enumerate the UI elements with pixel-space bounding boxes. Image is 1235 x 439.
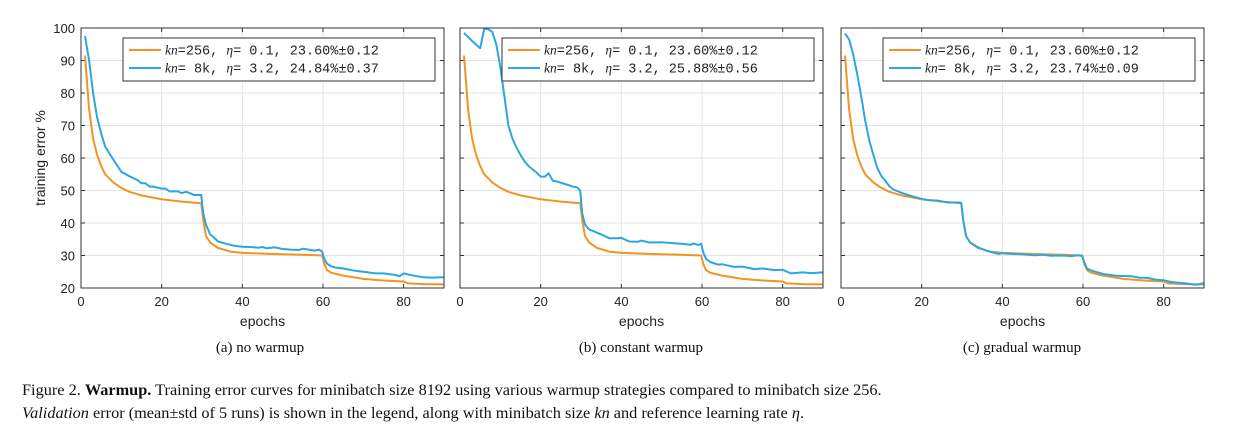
series-line-kn256 <box>463 55 824 286</box>
y-tick-label: 30 <box>61 249 75 264</box>
x-tick-label: 60 <box>695 294 709 309</box>
series-line-kn8k <box>84 35 445 279</box>
legend-label: kn=256, η= 0.1, 23.60%±0.12 <box>925 43 1139 60</box>
x-tick-label: 80 <box>775 294 789 309</box>
x-tick-label: 60 <box>316 294 330 309</box>
legend-eta: η <box>986 61 993 76</box>
chart-panel-b: 0 20 40 60 80 epochs kn=256, η= 0.1, 23.60%±0.… <box>456 27 824 329</box>
x-tick-label: 60 <box>1076 294 1090 309</box>
y-tick-label: 50 <box>61 184 75 199</box>
legend-box <box>501 37 815 82</box>
caption-title: Warmup. <box>84 380 152 399</box>
x-tick-label: 20 <box>533 294 547 309</box>
caption-kn: kn <box>594 403 610 422</box>
x-tick-label: 80 <box>1156 294 1170 309</box>
legend-eta: η <box>226 43 233 58</box>
legend-entry: kn=256, η= 0.1, 23.60%±0.12 <box>889 43 1139 60</box>
y-tick-label: 100 <box>53 21 75 36</box>
x-axis-label: epochs <box>1000 313 1045 329</box>
series-line-kn8k <box>844 32 1205 286</box>
chart-panel-c: 0 20 40 60 80 epochs kn=256, η= 0.1, 23.60%±0.… <box>837 27 1205 329</box>
legend-eta-value: = 0.1, 23.60%±0.12 <box>993 45 1139 60</box>
subcaption-c: (c) gradual warmup <box>962 340 1082 356</box>
x-axis-label: epochs <box>240 313 285 329</box>
legend-kn-value: = 8k, <box>178 63 227 78</box>
x-tick-label: 80 <box>396 294 410 309</box>
legend-label: kn=256, η= 0.1, 23.60%±0.12 <box>165 43 379 60</box>
caption-italic-validation: Validation <box>22 403 89 422</box>
caption-eta: η <box>791 403 800 422</box>
plot-frame <box>80 27 445 289</box>
legend-eta-value: = 3.2, 25.88%±0.56 <box>612 63 758 78</box>
subcaption-a: (a) no warmup <box>215 340 305 356</box>
caption-text-2: error (mean±std of 5 runs) is shown in t… <box>88 403 595 422</box>
legend-eta: η <box>605 61 612 76</box>
legend-entry: kn= 8k, η= 3.2, 24.84%±0.37 <box>129 61 379 78</box>
x-tick-label: 40 <box>995 294 1009 309</box>
x-tick-label: 0 <box>456 294 463 309</box>
legend-kn: kn <box>925 43 938 58</box>
x-axis-label: epochs <box>619 313 664 329</box>
series-line-kn8k <box>463 27 824 275</box>
y-axis-label: training error % <box>32 110 48 206</box>
legend-eta-value: = 3.2, 24.84%±0.37 <box>233 63 379 78</box>
caption-line-1: Figure 2. Warmup. Training error curves … <box>22 378 1222 401</box>
legend-kn-value: = 8k, <box>557 63 606 78</box>
figure-caption: Figure 2. Warmup. Training error curves … <box>22 378 1222 424</box>
x-tick-label: 20 <box>154 294 168 309</box>
caption-text-1: Training error curves for minibatch size… <box>151 380 882 399</box>
x-tick-label: 0 <box>837 294 844 309</box>
legend-eta: η <box>226 61 233 76</box>
y-tick-label: 60 <box>61 151 75 166</box>
caption-line-2: Validation error (mean±std of 5 runs) is… <box>22 401 1222 424</box>
legend-kn: kn <box>165 61 178 76</box>
caption-figure-label: Figure 2. <box>22 380 81 399</box>
caption-end: . <box>799 403 805 422</box>
x-tick-label: 20 <box>914 294 928 309</box>
legend-entry: kn=256, η= 0.1, 23.60%±0.12 <box>508 43 758 60</box>
plot-frame <box>840 27 1205 289</box>
chart-panel-a: 0 20 40 60 802030405060708090100epochstraini… <box>32 21 445 329</box>
series-line-kn256 <box>84 55 445 286</box>
legend-kn-value: = 8k, <box>938 63 987 78</box>
legend-kn: kn <box>925 61 938 76</box>
x-tick-label: 40 <box>235 294 249 309</box>
legend-label: kn= 8k, η= 3.2, 23.74%±0.09 <box>925 61 1139 78</box>
legend-kn: kn <box>165 43 178 58</box>
x-tick-label: 0 <box>77 294 84 309</box>
legend-kn: kn <box>544 43 557 58</box>
legend-box <box>882 37 1196 82</box>
y-tick-label: 20 <box>61 281 75 296</box>
legend-box <box>122 37 436 82</box>
legend-kn: kn <box>544 61 557 76</box>
legend-entry: kn= 8k, η= 3.2, 25.88%±0.56 <box>508 61 758 78</box>
legend-kn-value: =256, <box>938 45 987 60</box>
y-tick-label: 80 <box>61 86 75 101</box>
legend-eta-value: = 0.1, 23.60%±0.12 <box>612 45 758 60</box>
legend-kn-value: =256, <box>557 45 606 60</box>
legend-label: kn= 8k, η= 3.2, 24.84%±0.37 <box>165 61 379 78</box>
legend-entry: kn=256, η= 0.1, 23.60%±0.12 <box>129 43 379 60</box>
legend-entry: kn= 8k, η= 3.2, 23.74%±0.09 <box>889 61 1139 78</box>
legend-eta: η <box>986 43 993 58</box>
x-tick-label: 40 <box>614 294 628 309</box>
legend-eta: η <box>605 43 612 58</box>
caption-text-3: and reference learning rate <box>609 403 792 422</box>
subcaption-b: (b) constant warmup <box>578 340 704 356</box>
legend-label: kn=256, η= 0.1, 23.60%±0.12 <box>544 43 758 60</box>
y-tick-label: 40 <box>61 216 75 231</box>
legend-kn-value: =256, <box>178 45 227 60</box>
y-tick-label: 70 <box>61 119 75 134</box>
y-tick-label: 90 <box>61 54 75 69</box>
legend-label: kn= 8k, η= 3.2, 25.88%±0.56 <box>544 61 758 78</box>
legend-eta-value: = 3.2, 23.74%±0.09 <box>993 63 1139 78</box>
plot-frame <box>459 27 824 289</box>
legend-eta-value: = 0.1, 23.60%±0.12 <box>233 45 379 60</box>
